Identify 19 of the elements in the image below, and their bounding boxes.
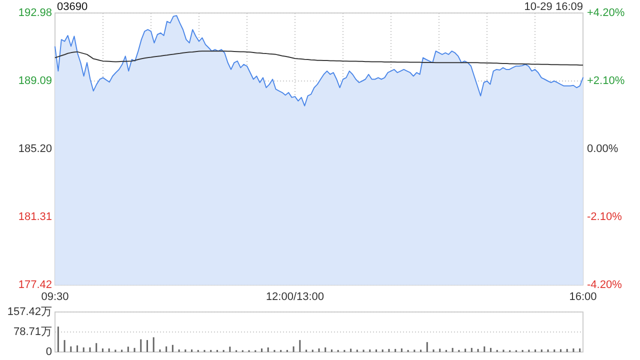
y-tick-label: 189.09 [18,74,52,87]
y-tick-label: 192.98 [18,6,52,19]
y-tick-label: 181.31 [18,210,52,223]
y-tick-label: 177.42 [18,278,52,291]
y-tick-label: 157.42万 [7,306,52,318]
x-tick-label: 12:00/13:00 [266,291,324,303]
y2-tick-label: +2.10% [587,74,625,87]
y2-tick-label: +4.20% [587,6,625,19]
x-tick-label: 16:00 [569,291,597,303]
x-tick-label: 09:30 [41,291,69,303]
chart-title: 03690 [57,1,88,13]
y2-tick-label: -2.10% [587,210,622,223]
y2-tick-label: 0.00% [587,142,618,155]
y2-tick-label: -4.20% [587,278,622,291]
text: 10-29 16:09 [524,1,583,13]
line-series [54,50,584,66]
y-tick-label: 78.71万 [13,326,52,338]
y-tick-label: 0 [46,346,52,358]
y-tick-label: 185.20 [18,142,52,155]
